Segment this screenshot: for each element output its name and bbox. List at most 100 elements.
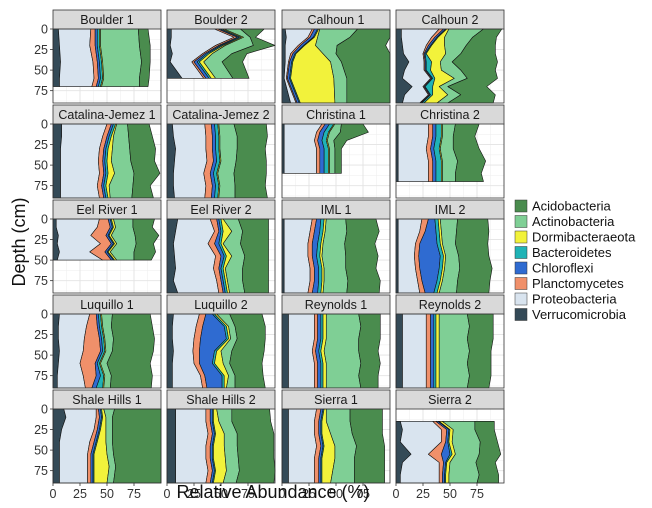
legend-swatch: [514, 215, 528, 228]
x-tick-label: 75: [127, 487, 141, 501]
y-tick-label: 50: [34, 64, 48, 78]
facet-title: Sierra 1: [314, 393, 358, 407]
area-dormibacteraeota: [435, 313, 440, 389]
panel: Reynolds 1: [281, 294, 391, 389]
x-tick-label: 0: [164, 487, 171, 501]
panel: Christina 2: [395, 104, 505, 199]
x-tick-label: 0: [50, 487, 57, 501]
facet-title: Reynolds 2: [419, 298, 482, 312]
panel-border: [166, 218, 276, 294]
y-tick-label: 75: [34, 84, 48, 98]
area-acidobacteria: [344, 218, 381, 294]
area-bacteroidetes: [433, 313, 437, 389]
legend-label: Bacteroidetes: [532, 245, 612, 260]
facet-title: Boulder 2: [194, 13, 248, 27]
panel-border: [52, 218, 162, 294]
legend-label: Acidobacteria: [532, 199, 612, 214]
panel-border: [395, 218, 505, 294]
panel: Calhoun 1: [281, 9, 391, 104]
panel: Calhoun 2: [395, 9, 505, 104]
area-acidobacteria: [229, 313, 266, 389]
area-proteobacteria: [402, 313, 427, 389]
panel: IML 2: [395, 199, 505, 294]
y-tick-label: 0: [41, 118, 48, 132]
y-tick-label: 75: [34, 274, 48, 288]
panel: Boulder 1 0 25 50 75: [34, 9, 162, 104]
facet-title: Boulder 1: [80, 13, 134, 27]
legend-label: Verrucomicrobia: [532, 307, 627, 322]
panel-border: [166, 313, 276, 389]
y-tick-label: 75: [34, 179, 48, 193]
panel-border: [281, 218, 391, 294]
area-acidobacteria: [138, 28, 151, 87]
legend-label: Planctomycetes: [532, 276, 624, 291]
area-actinobacteria: [321, 218, 349, 294]
y-tick-label: 75: [34, 369, 48, 383]
x-tick-label: 50: [329, 487, 343, 501]
panel-border: [166, 123, 276, 199]
facet-title: Calhoun 2: [422, 13, 479, 27]
panel-border: [281, 313, 391, 389]
area-actinobacteria: [100, 28, 142, 87]
panel-border: [395, 28, 505, 104]
panel: Sierra 2 0 25 50 75: [393, 389, 505, 501]
y-tick-label: 25: [34, 328, 48, 342]
panel: Eel River 1 0 25 50 75: [34, 199, 162, 294]
y-tick-label: 25: [34, 423, 48, 437]
facet-title: IML 1: [321, 203, 352, 217]
area-acidobacteria: [358, 313, 381, 389]
x-tick-label: 75: [356, 487, 370, 501]
facet-title: Reynolds 1: [305, 298, 368, 312]
area-verrucomicrobia: [395, 313, 403, 389]
y-tick-label: 25: [34, 138, 48, 152]
panel: Christina 1: [281, 104, 391, 199]
facet-title: Christina 1: [306, 108, 366, 122]
facet-title: Eel River 2: [190, 203, 251, 217]
legend-swatch: [514, 308, 528, 321]
x-tick-label: 25: [73, 487, 87, 501]
legend-label: Dormibacteraeota: [532, 230, 636, 245]
area-acidobacteria: [466, 313, 494, 389]
x-tick-label: 0: [393, 487, 400, 501]
x-tick-label: 0: [279, 487, 286, 501]
area-actinobacteria: [323, 313, 362, 389]
area-acidobacteria: [106, 313, 155, 389]
facet-title: Shale Hills 1: [72, 393, 142, 407]
area-proteobacteria: [175, 408, 209, 484]
facet-title: Christina 2: [420, 108, 480, 122]
panel: Eel River 2: [166, 199, 276, 294]
x-tick-label: 25: [187, 487, 201, 501]
area-acidobacteria: [333, 123, 369, 174]
legend-label: Chloroflexi: [532, 261, 594, 276]
area-proteobacteria: [173, 218, 220, 294]
area-proteobacteria: [288, 313, 315, 389]
panel: Luquillo 1 0 25 50 75: [34, 294, 162, 389]
panel: IML 1: [281, 199, 391, 294]
x-axis-title: Relative Abundance (%): [176, 482, 369, 502]
panel-border: [395, 313, 505, 389]
panel: Shale Hills 2 0 25 50 75: [164, 389, 276, 501]
area-acidobacteria: [112, 408, 162, 484]
y-tick-label: 75: [34, 464, 48, 478]
panel-border: [52, 313, 162, 389]
facet-title: Luquillo 1: [80, 298, 134, 312]
area-acidobacteria: [132, 218, 160, 261]
y-tick-label: 0: [41, 23, 48, 37]
y-tick-label: 50: [34, 254, 48, 268]
facet-title: Calhoun 1: [308, 13, 365, 27]
legend-swatch: [514, 230, 528, 244]
legend-swatch: [514, 199, 528, 213]
facet-title: Catalina-Jemez 1: [58, 108, 155, 122]
panel-border: [166, 28, 276, 104]
x-tick-label: 50: [100, 487, 114, 501]
x-tick-label: 50: [443, 487, 457, 501]
area-acidobacteria: [452, 123, 486, 182]
facet-title: Eel River 1: [76, 203, 137, 217]
panel: Luquillo 2: [166, 294, 276, 389]
facet-title: Shale Hills 2: [186, 393, 256, 407]
panel: Sierra 1 0 25 50 75: [279, 389, 391, 501]
y-tick-label: 50: [34, 349, 48, 363]
